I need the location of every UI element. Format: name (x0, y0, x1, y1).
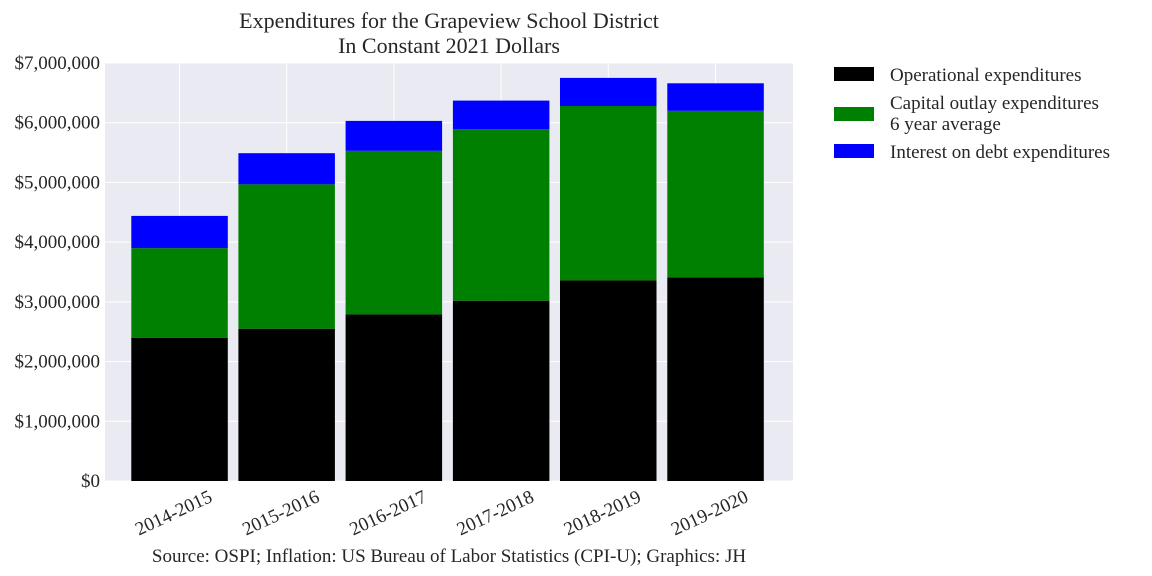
bar-2017-2018-series-2 (452, 100, 550, 130)
bar-2016-2017-series-2 (345, 120, 443, 151)
bar-2015-2016-series-0 (238, 328, 335, 481)
y-tick-label-7: $7,000,000 (15, 53, 101, 74)
legend: Operational expenditures Capital outlay e… (834, 65, 1110, 163)
bar-2015-2016-series-2 (238, 153, 335, 185)
x-tick-label-2018-2019: 2018-2019 (561, 486, 644, 540)
y-tick-label-1: $1,000,000 (15, 411, 101, 432)
x-tick-label-2015-2016: 2015-2016 (239, 486, 322, 540)
bar-2018-2019-series-1 (560, 106, 657, 281)
bar-2016-2017-series-0 (345, 314, 443, 481)
bar-2015-2016-series-1 (238, 184, 335, 329)
x-tick-label-2014-2015: 2014-2015 (132, 486, 215, 540)
y-tick-label-4: $4,000,000 (15, 232, 101, 253)
bar-2014-2015-series-1 (131, 248, 228, 338)
chart-title: Expenditures for the Grapeview School Di… (239, 8, 659, 33)
x-tick-labels: 2014-2015 2015-2016 2016-2017 2017-2018 2018… (132, 486, 751, 540)
source-note: Source: OSPI; Inflation: US Bureau of La… (152, 546, 746, 567)
y-tick-labels: $0 $1,000,000 $2,000,000 $3,000,000 $4,000,0… (15, 53, 101, 492)
bar-2019-2020-series-1 (667, 110, 764, 278)
bars (131, 77, 764, 481)
y-tick-label-5: $5,000,000 (15, 172, 101, 193)
legend-label-1-line-0: Capital outlay expenditures (890, 93, 1099, 114)
bar-2017-2018-series-1 (452, 129, 550, 301)
bar-2016-2017-series-1 (345, 150, 443, 315)
bar-2019-2020-series-2 (667, 83, 764, 111)
bar-2019-2020-series-0 (667, 277, 764, 481)
legend-swatch-0 (834, 67, 874, 81)
legend-swatch-1 (834, 107, 874, 121)
bar-2014-2015-series-2 (131, 215, 228, 249)
chart-subtitle: In Constant 2021 Dollars (338, 33, 560, 58)
bar-2018-2019-series-2 (560, 77, 657, 106)
legend-label-2: Interest on debt expenditures (890, 142, 1110, 163)
bar-2018-2019-series-0 (560, 280, 657, 481)
legend-label-1-line-1: 6 year average (890, 114, 1001, 135)
bar-2014-2015-series-0 (131, 337, 228, 481)
x-tick-label-2017-2018: 2017-2018 (454, 486, 537, 540)
y-tick-label-2: $2,000,000 (15, 352, 101, 373)
legend-swatch-2 (834, 144, 874, 158)
y-tick-label-3: $3,000,000 (15, 292, 101, 313)
legend-label-0: Operational expenditures (890, 65, 1082, 86)
y-tick-label-6: $6,000,000 (15, 113, 101, 134)
y-tick-label-0: $0 (81, 471, 100, 492)
x-tick-label-2019-2020: 2019-2020 (668, 486, 751, 540)
x-tick-label-2016-2017: 2016-2017 (347, 486, 430, 540)
bar-2017-2018-series-0 (452, 300, 550, 481)
